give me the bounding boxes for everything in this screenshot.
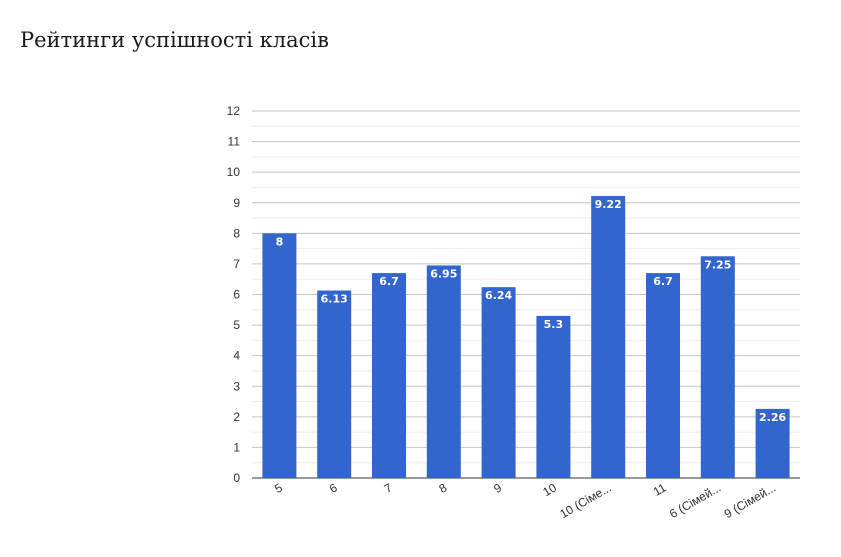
y-tick-label: 7 bbox=[233, 257, 240, 271]
bar bbox=[372, 273, 406, 478]
y-tick-label: 9 bbox=[233, 196, 240, 210]
chart-title: Рейтинги успішності класів bbox=[20, 28, 329, 52]
bar bbox=[755, 408, 790, 478]
bar bbox=[646, 273, 680, 478]
bars: 8 6.13 6.7 6.95 6.24 5.3 9.22 6.7 7.25 2.26 bbox=[262, 196, 790, 478]
x-tick-label: 5 bbox=[272, 480, 285, 496]
data-label: 7.25 bbox=[704, 258, 731, 271]
y-tick-label: 12 bbox=[227, 104, 241, 118]
y-tick-label: 0 bbox=[233, 471, 240, 485]
x-tick-label: 6 bbox=[327, 480, 340, 496]
data-label: 6.7 bbox=[379, 275, 399, 288]
y-tick-label: 1 bbox=[233, 440, 240, 454]
bar bbox=[591, 196, 626, 478]
y-tick-label: 5 bbox=[233, 318, 240, 332]
data-label: 6.7 bbox=[653, 275, 673, 288]
data-label: 5.3 bbox=[544, 318, 564, 331]
bar bbox=[700, 256, 735, 478]
data-label: 2.26 bbox=[759, 411, 786, 424]
bar bbox=[317, 290, 352, 478]
bar bbox=[481, 287, 516, 478]
y-tick-label: 3 bbox=[233, 379, 240, 393]
bar bbox=[426, 265, 461, 478]
x-tick-label: 11 bbox=[651, 480, 669, 499]
y-tick-label: 11 bbox=[228, 135, 241, 149]
bar bbox=[262, 233, 297, 478]
y-tick-label: 8 bbox=[233, 226, 240, 240]
x-tick-label: 6 (Сімей... bbox=[667, 480, 723, 521]
x-tick-label: 10 bbox=[540, 480, 559, 499]
y-tick-label: 6 bbox=[233, 288, 240, 302]
x-tick-label: 8 bbox=[437, 480, 450, 496]
bar bbox=[536, 315, 571, 478]
y-tick-label: 2 bbox=[233, 410, 240, 424]
data-label: 6.13 bbox=[321, 293, 348, 306]
data-label: 8 bbox=[276, 235, 284, 248]
x-tick-label: 7 bbox=[382, 480, 395, 496]
data-label: 9.22 bbox=[595, 198, 622, 211]
y-tick-label: 10 bbox=[227, 165, 241, 179]
data-label: 6.95 bbox=[430, 267, 457, 280]
x-tick-label: 9 (Сімей... bbox=[722, 480, 778, 521]
data-label: 6.24 bbox=[485, 289, 512, 302]
x-tick-label: 9 bbox=[491, 480, 504, 496]
y-tick-label: 4 bbox=[233, 349, 240, 363]
x-tick-label: 10 (Сіме... bbox=[557, 480, 613, 521]
